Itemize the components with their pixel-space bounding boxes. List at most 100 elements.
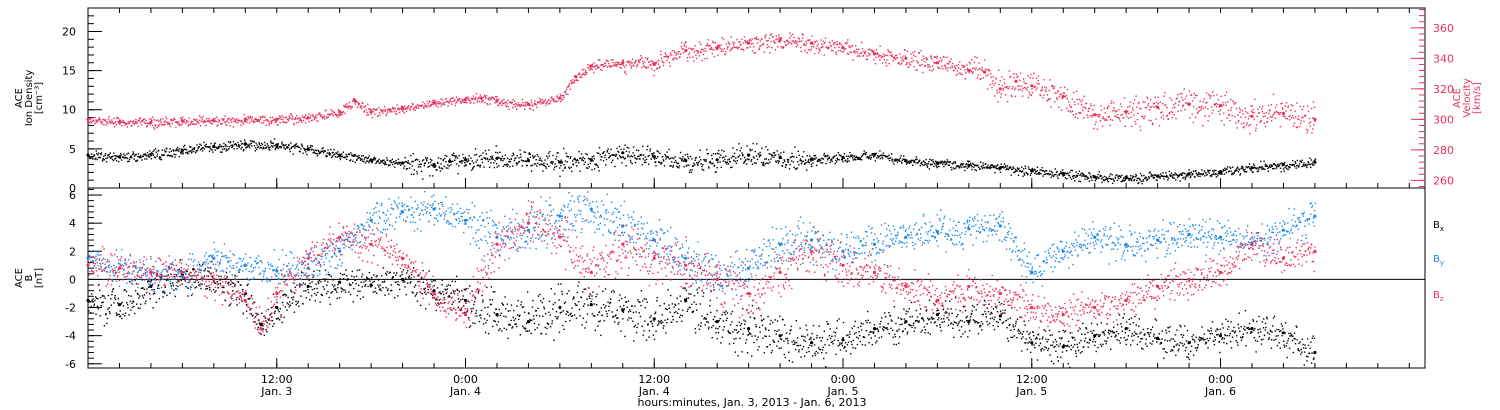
data-point <box>657 67 659 69</box>
data-point <box>766 47 768 49</box>
data-point <box>198 115 201 117</box>
data-point <box>1102 117 1104 120</box>
data-point <box>1266 117 1269 119</box>
data-point <box>679 56 681 58</box>
data-point <box>912 51 914 54</box>
data-point <box>280 314 282 316</box>
data-value-point <box>1124 176 1128 180</box>
data-point <box>177 279 179 282</box>
data-point <box>741 48 744 50</box>
data-point <box>762 163 765 165</box>
data-point <box>677 162 680 165</box>
data-value-point <box>1218 170 1223 174</box>
data-point <box>152 154 155 156</box>
data-point <box>818 49 821 51</box>
data-point <box>887 50 890 53</box>
data-point <box>484 150 487 152</box>
data-point <box>730 36 732 38</box>
data-point <box>989 73 992 75</box>
data-point <box>1180 110 1182 112</box>
data-point <box>505 164 507 166</box>
data-point <box>1007 169 1010 171</box>
data-point <box>706 149 708 151</box>
data-point <box>178 121 180 123</box>
data-point <box>100 121 102 124</box>
data-point <box>469 100 471 102</box>
data-point <box>1132 109 1134 111</box>
data-point <box>270 122 273 124</box>
data-point <box>921 63 923 66</box>
data-point <box>392 106 394 108</box>
data-point <box>1006 167 1008 169</box>
data-point <box>100 152 103 154</box>
data-point <box>907 66 910 68</box>
data-point <box>203 141 205 144</box>
data-point <box>919 159 921 161</box>
data-point <box>827 157 829 160</box>
data-point <box>105 313 107 315</box>
data-point <box>380 109 382 111</box>
data-point <box>647 155 649 158</box>
data-point <box>235 145 238 147</box>
data-point <box>820 162 822 164</box>
data-point <box>1010 174 1012 176</box>
data-point <box>757 38 759 41</box>
data-point <box>427 103 429 105</box>
data-point <box>1289 115 1291 117</box>
data-point <box>720 154 722 156</box>
data-point <box>1180 173 1182 175</box>
data-point <box>710 48 712 50</box>
data-point <box>1275 167 1277 170</box>
data-point <box>141 287 143 289</box>
data-point <box>308 120 310 123</box>
data-point <box>130 309 132 311</box>
data-point <box>372 159 375 161</box>
data-value-point <box>448 159 452 163</box>
data-point <box>1113 107 1115 109</box>
data-point <box>289 304 292 306</box>
data-point <box>1131 107 1134 109</box>
data-point <box>412 152 414 155</box>
data-point <box>1299 122 1302 125</box>
data-point <box>199 143 201 145</box>
data-point <box>919 165 921 167</box>
data-point <box>158 297 161 300</box>
data-point <box>270 140 272 142</box>
data-point <box>1093 174 1095 177</box>
data-point <box>935 164 937 167</box>
data-point <box>1182 104 1185 106</box>
data-point <box>657 63 660 65</box>
data-point <box>1280 103 1282 105</box>
data-point <box>1267 104 1270 107</box>
data-point <box>861 159 863 161</box>
data-point <box>963 166 966 168</box>
data-point <box>758 153 760 156</box>
data-point <box>871 51 873 53</box>
data-point <box>1149 109 1151 111</box>
data-point <box>767 159 770 161</box>
data-point <box>932 161 934 163</box>
right-tick-label: 320 <box>1433 83 1454 96</box>
data-point <box>593 157 595 160</box>
data-point <box>692 48 695 50</box>
data-point <box>389 108 392 110</box>
data-point <box>378 158 380 161</box>
data-point <box>284 306 287 308</box>
data-point <box>1017 174 1020 176</box>
data-point <box>1190 175 1192 178</box>
data-point <box>623 148 625 150</box>
data-point <box>258 120 260 123</box>
data-point <box>706 57 708 60</box>
data-point <box>220 278 223 281</box>
data-point <box>490 156 492 158</box>
data-value-point <box>117 155 122 159</box>
data-point <box>647 57 649 59</box>
data-point <box>759 40 761 42</box>
data-point <box>750 40 752 42</box>
data-point <box>348 153 351 156</box>
data-point <box>499 151 501 153</box>
data-point <box>967 160 969 162</box>
data-point <box>457 99 460 102</box>
data-point <box>1264 168 1266 170</box>
data-point <box>514 106 516 108</box>
